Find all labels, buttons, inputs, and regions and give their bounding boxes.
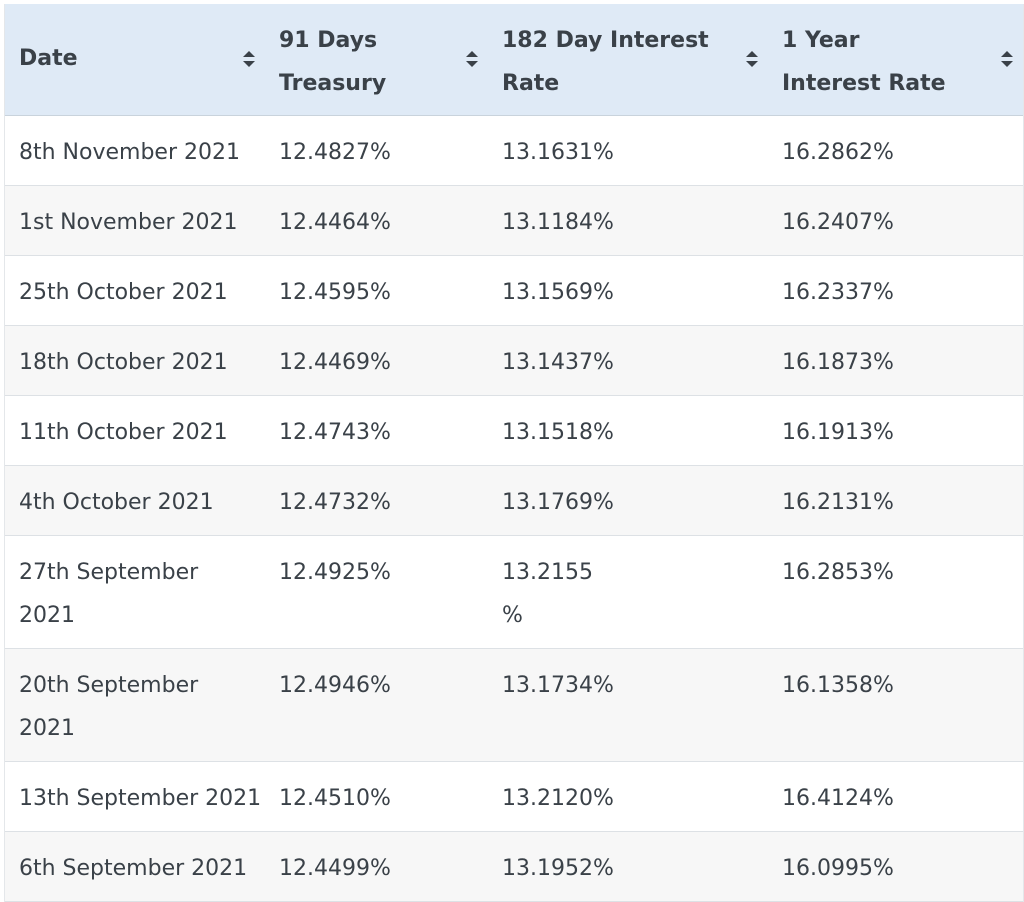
table-row: 27th September 2021 12.4925% 13.2155 % 1… xyxy=(5,536,1023,649)
cell-91-days: 12.4464% xyxy=(279,210,391,235)
table-row: 1st November 2021 12.4464% 13.1184% 16.2… xyxy=(5,186,1023,256)
column-header-91-days-treasury[interactable]: 91 Days Treasury xyxy=(265,4,488,115)
cell-182-day: 13.1952% xyxy=(502,856,614,881)
cell-91-days: 12.4925% xyxy=(279,560,391,585)
cell-182-day: 13.1769% xyxy=(502,490,614,515)
interest-rate-table: Date 91 Days Treasury 182 Day Interest R… xyxy=(4,4,1024,902)
sort-icon[interactable] xyxy=(744,50,760,68)
cell-91-days: 12.4499% xyxy=(279,856,391,881)
cell-date: 1st November 2021 xyxy=(19,210,238,235)
cell-91-days: 12.4469% xyxy=(279,350,391,375)
cell-1-year: 16.1358% xyxy=(782,673,894,698)
column-header-label: 91 Days Treasury xyxy=(279,28,387,96)
table-row: 25th October 2021 12.4595% 13.1569% 16.2… xyxy=(5,256,1023,326)
cell-1-year: 16.2853% xyxy=(782,560,894,585)
cell-1-year: 16.2407% xyxy=(782,210,894,235)
cell-date: 13th September 2021 xyxy=(19,786,262,811)
cell-182-day: 13.2120% xyxy=(502,786,614,811)
cell-182-day: 13.1518% xyxy=(502,420,614,445)
cell-date: 25th October 2021 xyxy=(19,280,228,305)
cell-date: 18th October 2021 xyxy=(19,350,228,375)
column-header-1-year-interest-rate[interactable]: 1 Year Interest Rate xyxy=(768,4,1023,115)
column-header-date[interactable]: Date xyxy=(5,4,265,115)
table-row: 6th September 2021 12.4499% 13.1952% 16.… xyxy=(5,832,1023,902)
cell-91-days: 12.4595% xyxy=(279,280,391,305)
table-row: 20th September 2021 12.4946% 13.1734% 16… xyxy=(5,649,1023,762)
table-row: 13th September 2021 12.4510% 13.2120% 16… xyxy=(5,762,1023,832)
cell-1-year: 16.1913% xyxy=(782,420,894,445)
cell-date: 8th November 2021 xyxy=(19,140,240,165)
column-header-label: Date xyxy=(19,46,78,71)
cell-182-day: 13.1631% xyxy=(502,140,614,165)
cell-date: 20th September 2021 xyxy=(19,673,199,741)
sort-icon[interactable] xyxy=(999,50,1015,68)
table-row: 11th October 2021 12.4743% 13.1518% 16.1… xyxy=(5,396,1023,466)
cell-91-days: 12.4743% xyxy=(279,420,391,445)
cell-91-days: 12.4827% xyxy=(279,140,391,165)
cell-182-day: 13.1734% xyxy=(502,673,614,698)
column-header-182-day-interest-rate[interactable]: 182 Day Interest Rate xyxy=(488,4,768,115)
cell-1-year: 16.4124% xyxy=(782,786,894,811)
table-header: Date 91 Days Treasury 182 Day Interest R… xyxy=(5,4,1023,116)
cell-91-days: 12.4946% xyxy=(279,673,391,698)
cell-date: 6th September 2021 xyxy=(19,856,248,881)
cell-1-year: 16.2337% xyxy=(782,280,894,305)
sort-icon[interactable] xyxy=(241,50,257,68)
column-header-label: 1 Year Interest Rate xyxy=(782,28,946,96)
column-header-label: 182 Day Interest Rate xyxy=(502,28,709,96)
cell-1-year: 16.0995% xyxy=(782,856,894,881)
cell-182-day: 13.1184% xyxy=(502,210,614,235)
cell-182-day: 13.1569% xyxy=(502,280,614,305)
sort-icon[interactable] xyxy=(464,50,480,68)
cell-1-year: 16.2131% xyxy=(782,490,894,515)
table-row: 18th October 2021 12.4469% 13.1437% 16.1… xyxy=(5,326,1023,396)
cell-date: 4th October 2021 xyxy=(19,490,214,515)
cell-1-year: 16.2862% xyxy=(782,140,894,165)
table-row: 8th November 2021 12.4827% 13.1631% 16.2… xyxy=(5,116,1023,186)
cell-1-year: 16.1873% xyxy=(782,350,894,375)
cell-91-days: 12.4732% xyxy=(279,490,391,515)
cell-91-days: 12.4510% xyxy=(279,786,391,811)
table-row: 4th October 2021 12.4732% 13.1769% 16.21… xyxy=(5,466,1023,536)
cell-date: 27th September 2021 xyxy=(19,560,199,628)
cell-date: 11th October 2021 xyxy=(19,420,228,445)
cell-182-day: 13.2155 % xyxy=(502,560,593,628)
cell-182-day: 13.1437% xyxy=(502,350,614,375)
